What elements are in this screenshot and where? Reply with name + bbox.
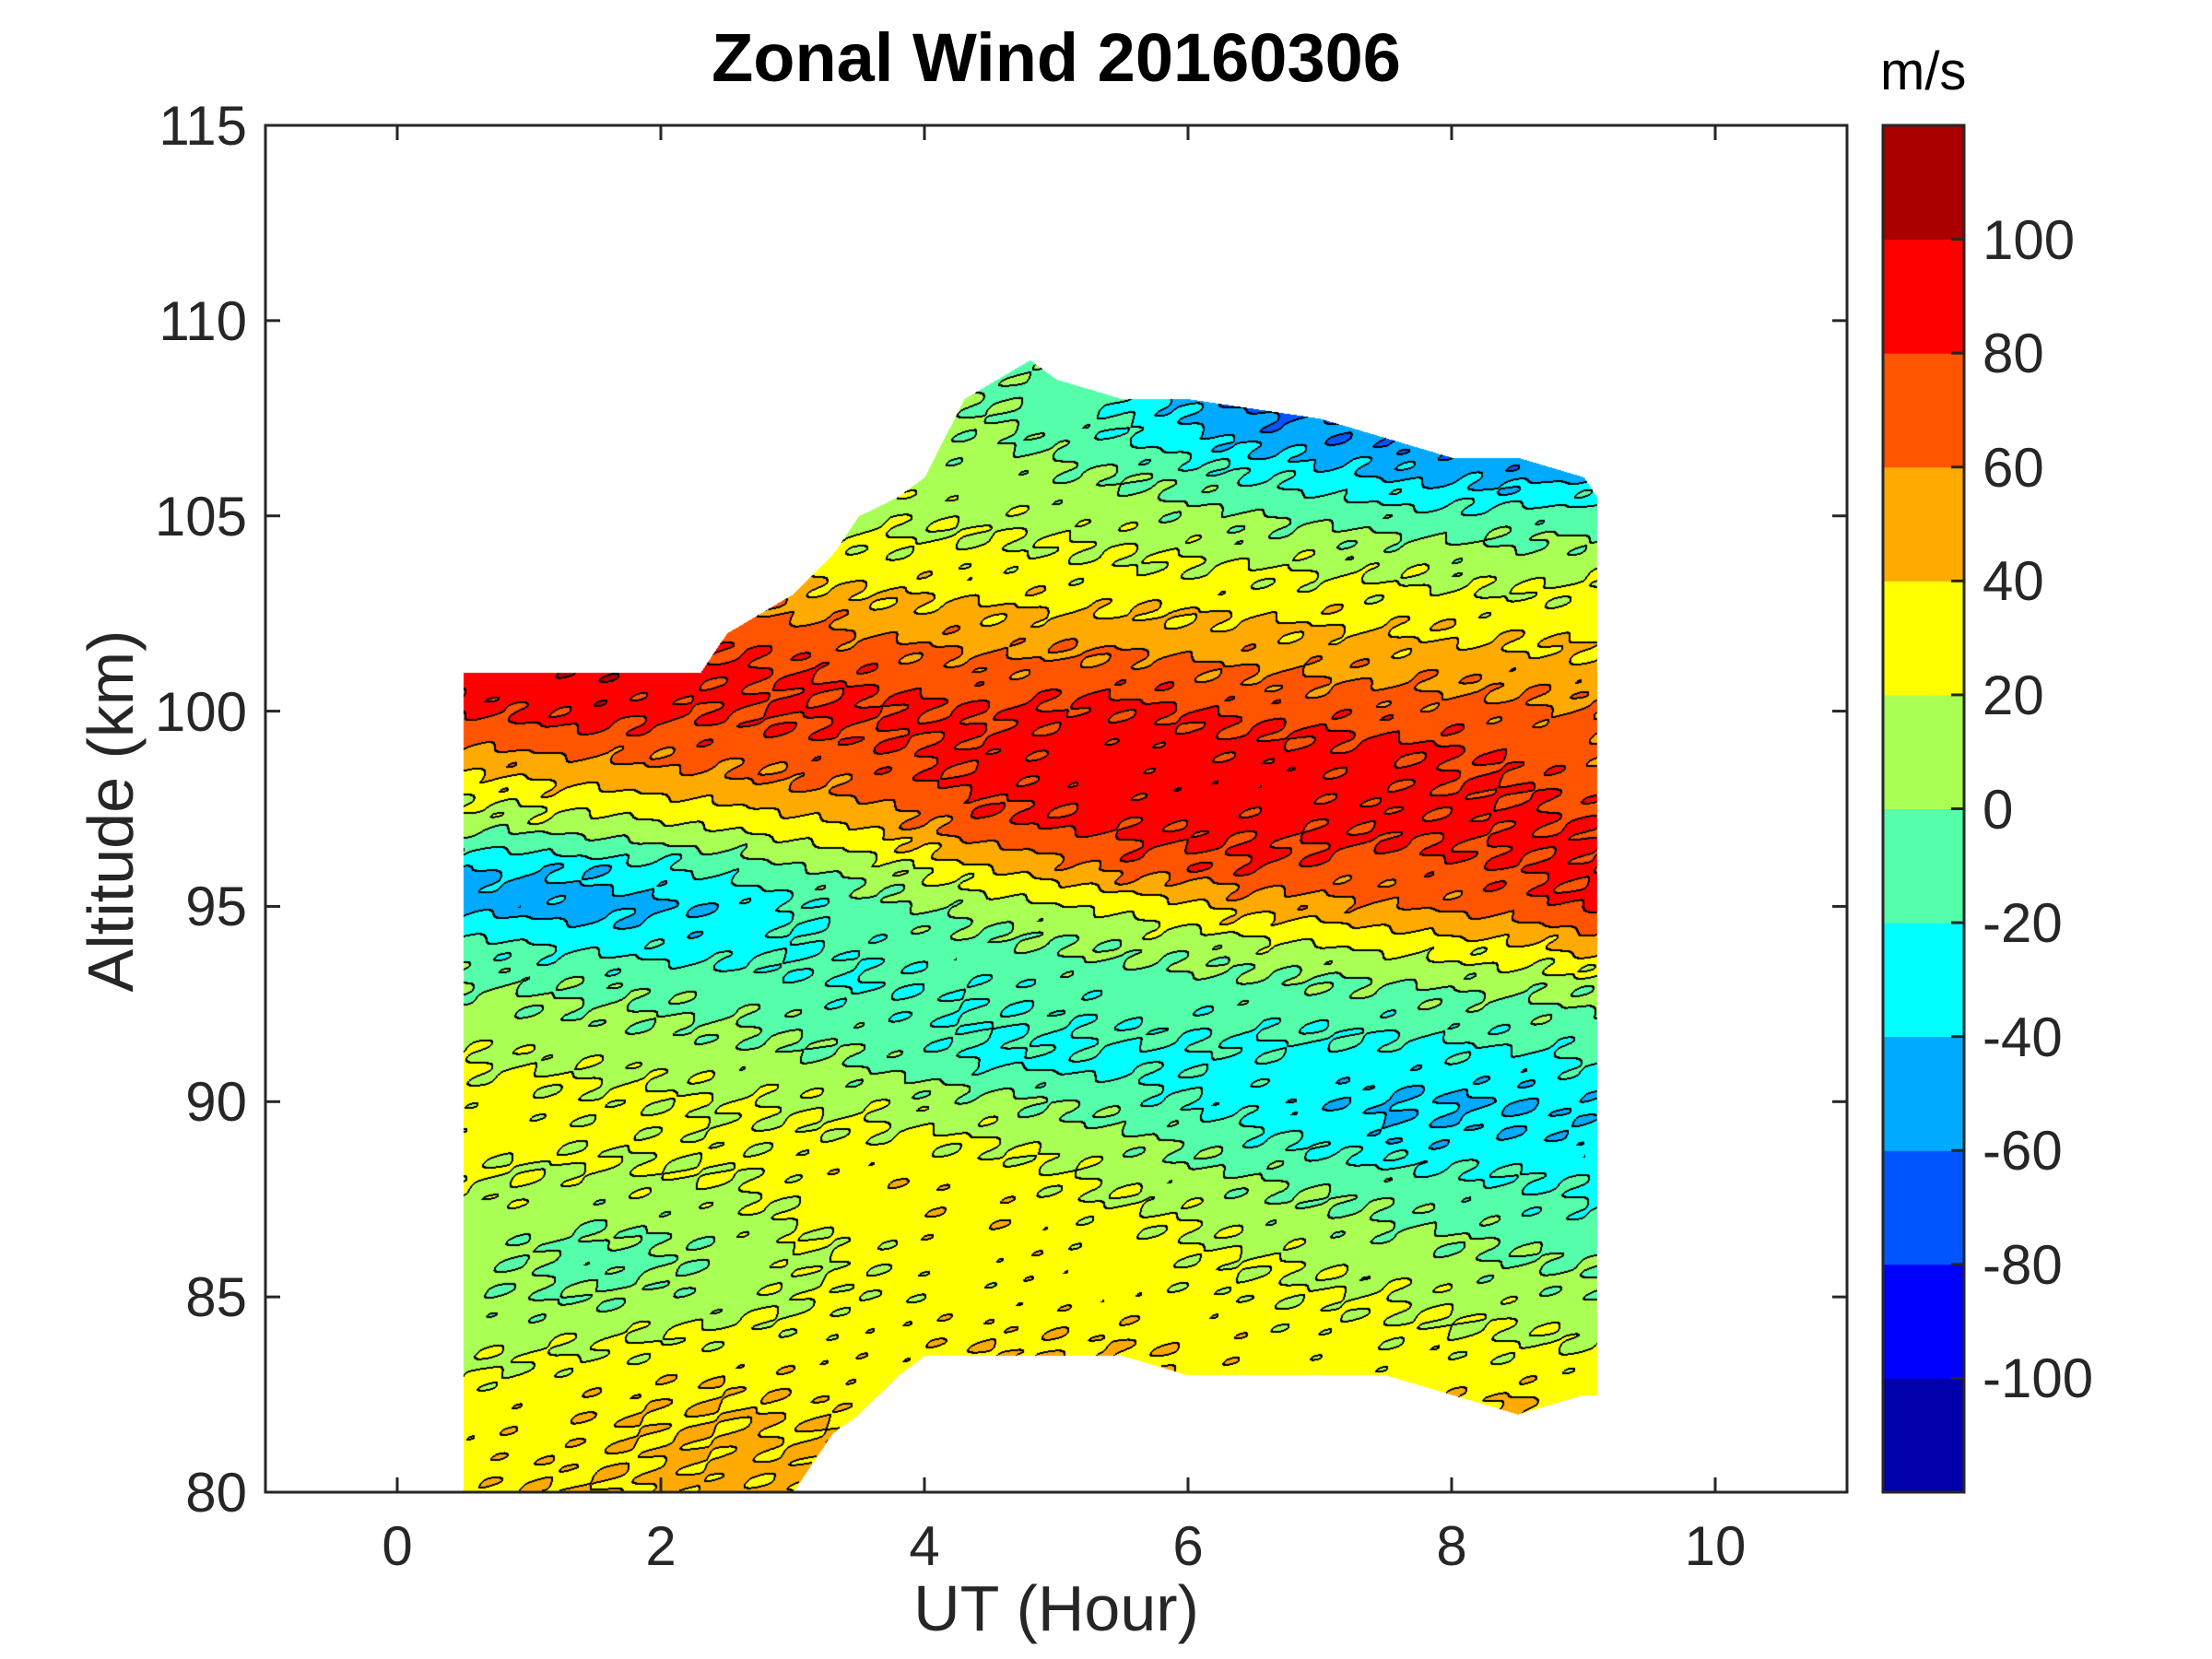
- colorbar-band: [1883, 1036, 1964, 1151]
- chart-title: Zonal Wind 20160306: [712, 19, 1401, 96]
- colorbar-band: [1883, 694, 1964, 809]
- colorbar-tick-label: 100: [1983, 208, 2076, 271]
- y-tick-label: 115: [159, 95, 247, 157]
- y-tick-label: 85: [185, 1266, 247, 1329]
- colorbar-band: [1883, 239, 1964, 354]
- y-tick-label: 90: [185, 1071, 247, 1134]
- colorbar-tick-label: 40: [1983, 550, 2044, 613]
- x-tick-label: 0: [382, 1515, 413, 1577]
- y-tick-label: 95: [185, 876, 247, 938]
- x-tick-label: 10: [1684, 1515, 1747, 1577]
- x-tick-label: 4: [909, 1515, 940, 1577]
- contour-field: [265, 125, 1847, 1492]
- colorbar-band: [1883, 923, 1964, 1038]
- y-tick-label: 80: [185, 1462, 247, 1524]
- colorbar-band: [1883, 466, 1964, 582]
- colorbar-band: [1883, 1150, 1964, 1265]
- plot-frame: [264, 124, 1849, 1494]
- y-tick-label: 110: [159, 289, 247, 352]
- colorbar-band: [1883, 353, 1964, 468]
- x-tick-label: 6: [1172, 1515, 1204, 1577]
- x-tick-label: 2: [645, 1515, 677, 1577]
- colorbar-tick-label: 0: [1983, 778, 2014, 841]
- colorbar-band: [1883, 808, 1964, 924]
- colorbar-unit-label: m/s: [1880, 41, 1967, 101]
- colorbar-tick-label: -100: [1983, 1347, 2094, 1410]
- colorbar-band: [1883, 1378, 1964, 1493]
- colorbar-tick-label: 20: [1983, 664, 2044, 726]
- colorbar-band: [1883, 125, 1964, 241]
- colorbar-tick-label: -40: [1983, 1006, 2063, 1068]
- x-axis-label: UT (Hour): [913, 1572, 1199, 1644]
- colorbar-band: [1883, 581, 1964, 696]
- colorbar-tick-label: -80: [1983, 1233, 2063, 1296]
- x-tick-label: 8: [1436, 1515, 1467, 1577]
- colorbar-tick-label: -60: [1983, 1120, 2063, 1182]
- colorbar-tick-label: -20: [1983, 892, 2063, 955]
- colorbar-band: [1883, 1264, 1964, 1379]
- y-axis-label: Altitude (km): [75, 629, 147, 993]
- colorbar-tick-label: 80: [1983, 323, 2044, 385]
- y-tick-label: 105: [154, 485, 247, 547]
- colorbar-tick-label: 60: [1983, 436, 2044, 499]
- y-tick-label: 100: [154, 680, 247, 743]
